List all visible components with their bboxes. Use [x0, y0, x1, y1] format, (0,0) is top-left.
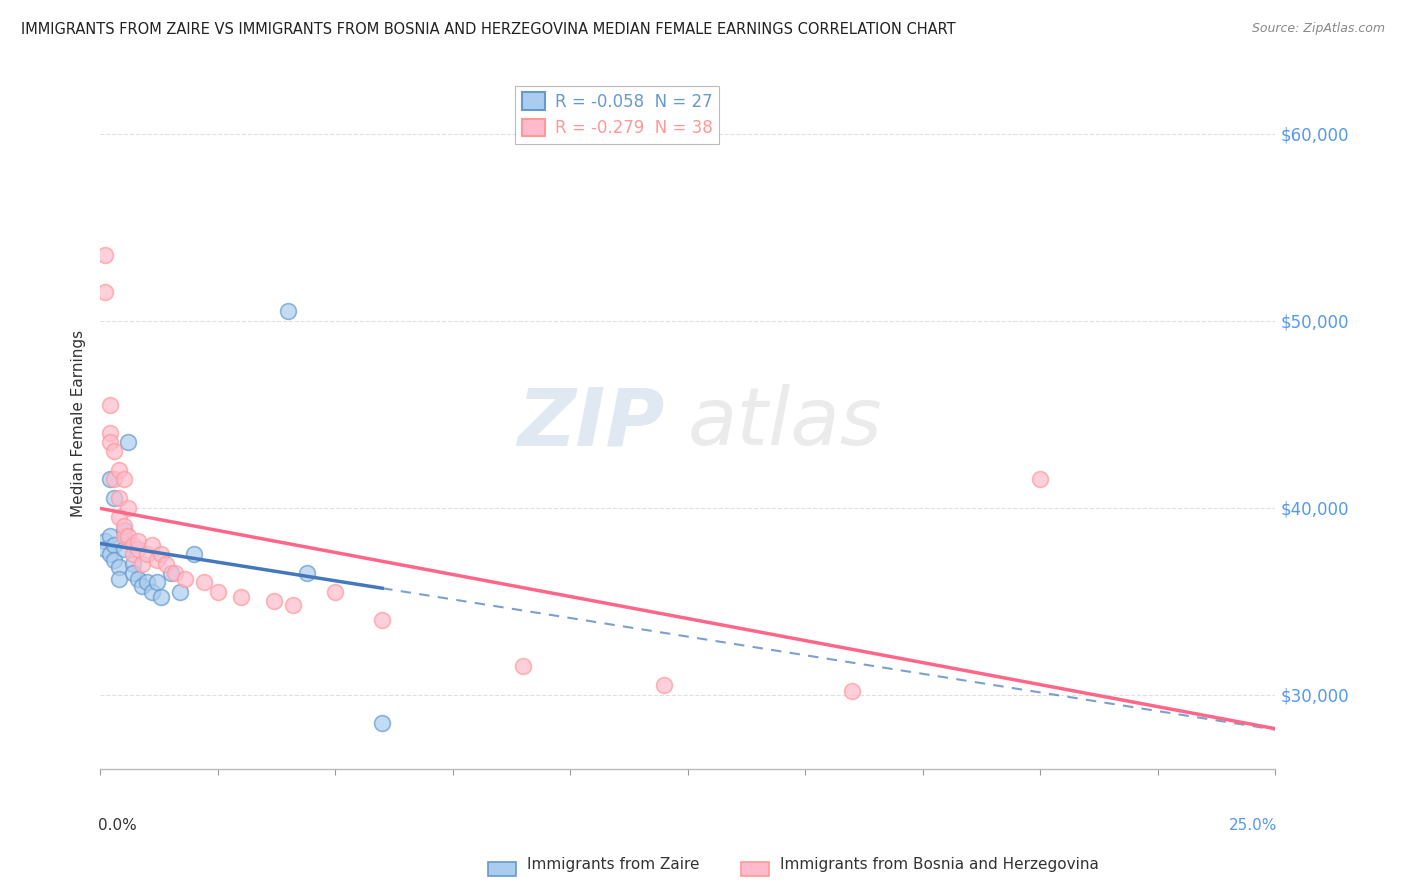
Point	[98, 398, 121, 412]
Point	[108, 572, 131, 586]
Point	[131, 579, 153, 593]
Text: Source: ZipAtlas.com: Source: ZipAtlas.com	[1251, 22, 1385, 36]
Point	[127, 572, 149, 586]
Point	[103, 538, 125, 552]
Point	[98, 547, 121, 561]
Point	[131, 557, 153, 571]
Point	[277, 304, 299, 318]
Point	[141, 584, 163, 599]
Point	[841, 683, 863, 698]
Point	[103, 444, 125, 458]
Point	[112, 523, 135, 537]
Point	[145, 553, 167, 567]
Point	[136, 575, 159, 590]
Point	[145, 575, 167, 590]
Point	[98, 425, 121, 440]
Point	[512, 659, 534, 673]
Point	[98, 435, 121, 450]
Point	[165, 566, 187, 580]
Point	[108, 509, 131, 524]
Point	[122, 566, 145, 580]
Point	[117, 435, 139, 450]
Point	[150, 547, 173, 561]
Point	[117, 528, 139, 542]
Point	[150, 591, 173, 605]
Point	[103, 491, 125, 505]
Point	[155, 557, 177, 571]
Point	[231, 591, 253, 605]
Point	[207, 584, 229, 599]
Text: 25.0%: 25.0%	[1229, 818, 1278, 833]
Point	[112, 473, 135, 487]
Point	[94, 285, 117, 300]
Text: 0.0%: 0.0%	[98, 818, 136, 833]
Point	[371, 715, 394, 730]
Point	[141, 538, 163, 552]
Point	[281, 598, 304, 612]
Point	[173, 572, 195, 586]
Point	[652, 678, 675, 692]
Point	[1029, 473, 1052, 487]
Text: ZIP: ZIP	[517, 384, 664, 462]
Point	[112, 528, 135, 542]
Legend: R = -0.058  N = 27, R = -0.279  N = 38: R = -0.058 N = 27, R = -0.279 N = 38	[515, 86, 720, 144]
Text: Immigrants from Zaire: Immigrants from Zaire	[527, 857, 700, 872]
Text: atlas: atlas	[688, 384, 883, 462]
Point	[371, 613, 394, 627]
Point	[112, 519, 135, 533]
Text: IMMIGRANTS FROM ZAIRE VS IMMIGRANTS FROM BOSNIA AND HERZEGOVINA MEDIAN FEMALE EA: IMMIGRANTS FROM ZAIRE VS IMMIGRANTS FROM…	[21, 22, 956, 37]
Point	[193, 575, 215, 590]
Point	[117, 500, 139, 515]
Point	[122, 538, 145, 552]
Point	[112, 541, 135, 556]
Point	[159, 566, 181, 580]
Point	[108, 463, 131, 477]
Point	[98, 473, 121, 487]
Y-axis label: Median Female Earnings: Median Female Earnings	[72, 330, 86, 517]
Text: Immigrants from Bosnia and Herzegovina: Immigrants from Bosnia and Herzegovina	[780, 857, 1099, 872]
Point	[295, 566, 318, 580]
Point	[98, 528, 121, 542]
Point	[323, 584, 346, 599]
Point	[127, 541, 149, 556]
Point	[94, 248, 117, 262]
Point	[183, 547, 205, 561]
Point	[127, 534, 149, 549]
Point	[94, 534, 117, 549]
Point	[122, 547, 145, 561]
Point	[103, 473, 125, 487]
Point	[263, 594, 285, 608]
Point	[108, 560, 131, 574]
Point	[136, 547, 159, 561]
Point	[169, 584, 191, 599]
Point	[108, 491, 131, 505]
Point	[122, 557, 145, 571]
Point	[94, 541, 117, 556]
Point	[103, 553, 125, 567]
